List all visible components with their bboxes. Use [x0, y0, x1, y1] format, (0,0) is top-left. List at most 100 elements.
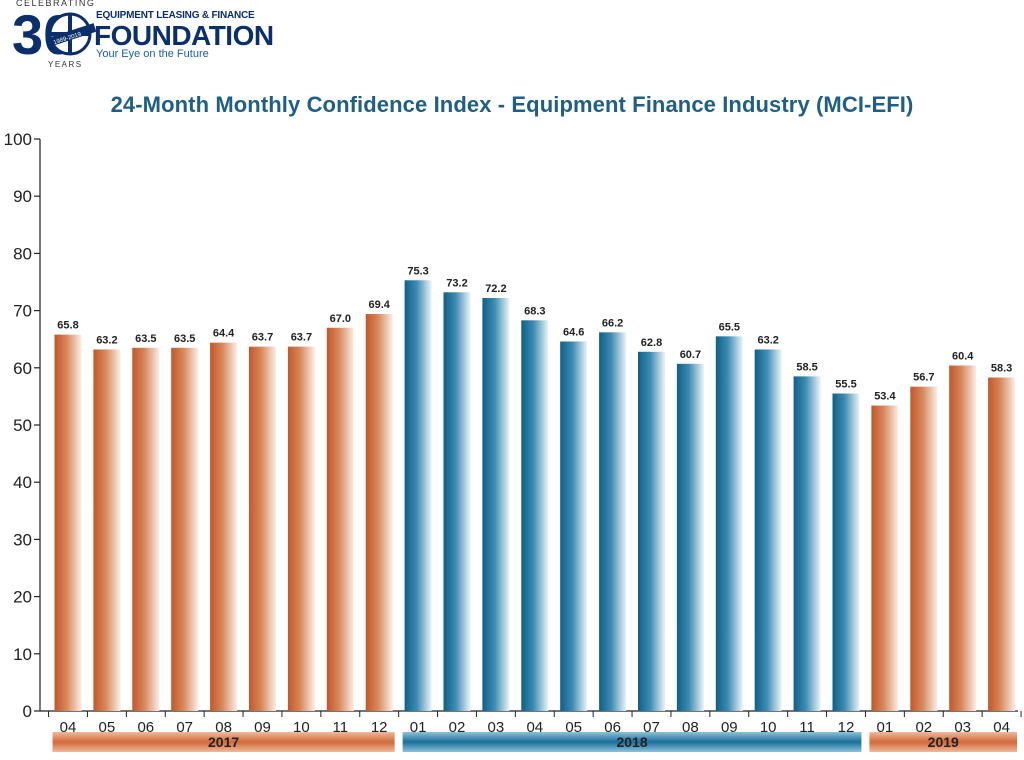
x-tick-label: 04 — [60, 719, 77, 736]
bar — [910, 386, 938, 711]
bar — [560, 341, 588, 711]
x-tick-label: 09 — [721, 719, 738, 736]
x-tick-label: 01 — [877, 719, 894, 736]
bar — [132, 347, 160, 711]
year-group-band — [402, 732, 862, 752]
bar-value-label: 68.3 — [524, 305, 545, 317]
bar-value-label: 67.0 — [330, 313, 351, 325]
bar — [443, 292, 471, 711]
year-groups: 2017 2018 2019 — [52, 732, 1018, 752]
bar — [210, 342, 238, 711]
year-group-label: 2018 — [616, 734, 647, 750]
bar-value-label: 65.8 — [57, 320, 78, 332]
bar — [54, 334, 82, 711]
logo-celebrating-text: CELEBRATING — [16, 0, 96, 8]
x-tick-label: 08 — [215, 719, 232, 736]
bar-value-label: 66.2 — [602, 317, 623, 329]
bar — [171, 347, 199, 711]
y-tick-label: 10 — [13, 645, 32, 664]
anniversary-emblem: 30 1989-2019 — [12, 3, 96, 62]
y-tick-label: 80 — [13, 244, 32, 263]
x-tick-label: 04 — [993, 719, 1010, 736]
logo-org-name: FOUNDATION — [94, 20, 274, 51]
bar-value-label: 72.2 — [485, 283, 506, 295]
bar-value-label: 63.5 — [174, 333, 195, 345]
bar-value-label: 63.2 — [96, 334, 117, 346]
bar — [949, 365, 977, 711]
bar — [871, 405, 899, 711]
year-group-band — [52, 732, 395, 752]
bar-value-label: 69.4 — [368, 299, 390, 311]
logo-years-text: YEARS — [48, 60, 83, 69]
bar — [715, 336, 743, 711]
bar — [249, 346, 276, 711]
x-tick-label: 07 — [643, 719, 660, 736]
x-tick-label: 06 — [604, 719, 621, 736]
bar-value-label: 63.7 — [291, 332, 312, 344]
x-tick-label: 11 — [333, 719, 349, 736]
y-tick-label: 20 — [13, 588, 32, 607]
bar-value-label: 64.4 — [213, 328, 235, 340]
bar-value-label: 56.7 — [913, 372, 934, 384]
bar — [326, 327, 354, 711]
chart-title: 24-Month Monthly Confidence Index - Equi… — [110, 92, 914, 117]
x-tick-label: 12 — [371, 719, 388, 736]
bar — [365, 314, 393, 711]
foundation-logo: CELEBRATING 30 1989-2019 YEARS EQUIPMENT… — [12, 0, 282, 72]
y-tick-label: 60 — [13, 359, 32, 378]
x-tick-label: 05 — [565, 719, 582, 736]
y-tick-label: 30 — [13, 530, 32, 549]
y-tick-label: 40 — [13, 473, 32, 492]
bar-value-label: 60.4 — [952, 351, 974, 363]
x-tick-label: 12 — [838, 719, 855, 736]
year-group-band — [869, 732, 1018, 752]
bar — [638, 351, 665, 711]
x-tick-label: 07 — [176, 719, 193, 736]
bar-value-label: 53.4 — [874, 391, 896, 403]
x-tick-label: 04 — [526, 719, 543, 736]
x-tick-label: 02 — [449, 719, 466, 736]
y-tick-label: 0 — [23, 702, 32, 721]
bar — [287, 346, 315, 711]
bar-value-label: 63.5 — [135, 333, 156, 345]
year-group-label: 2017 — [208, 734, 239, 750]
x-tick-label: 11 — [799, 719, 815, 736]
y-tick-label: 50 — [13, 416, 32, 435]
labels: 65.8 04 63.2 05 63.5 06 63.5 07 64.4 08 63.7 09 63.7… — [57, 265, 1012, 736]
bar-value-label: 64.6 — [563, 326, 584, 338]
x-tick-label: 03 — [488, 719, 505, 736]
year-group-label: 2019 — [928, 734, 959, 750]
y-tick-label: 100 — [4, 130, 32, 149]
bar-value-label: 55.5 — [835, 379, 856, 391]
x-tick-label: 02 — [915, 719, 932, 736]
x-tick-label: 09 — [254, 719, 271, 736]
x-tick-label: 10 — [293, 719, 310, 736]
x-tick-label: 01 — [410, 719, 427, 736]
bar — [93, 349, 121, 711]
x-tick-label: 05 — [99, 719, 116, 736]
bar — [521, 320, 549, 711]
x-tick-label: 06 — [137, 719, 154, 736]
bar-value-label: 58.3 — [991, 363, 1012, 375]
bar — [599, 332, 627, 711]
y-tick-label: 90 — [13, 187, 32, 206]
bar — [404, 280, 432, 711]
x-tick-label: 10 — [760, 719, 777, 736]
bar-value-label: 58.5 — [796, 361, 817, 373]
bar — [676, 363, 704, 711]
bars — [54, 280, 1016, 711]
bar-value-label: 60.7 — [680, 349, 701, 361]
bar-value-label: 62.8 — [641, 337, 662, 349]
logo-tagline: Your Eye on the Future — [96, 48, 209, 60]
bar-value-label: 65.5 — [719, 321, 740, 333]
x-tick-label: 03 — [954, 719, 971, 736]
bar — [754, 349, 782, 711]
bar — [832, 393, 860, 711]
bar-value-label: 63.2 — [757, 334, 778, 346]
bar — [793, 376, 821, 711]
x-tick-label: 08 — [682, 719, 699, 736]
bar — [988, 377, 1016, 711]
y-tick-label: 70 — [13, 302, 32, 321]
logo-org-line: EQUIPMENT LEASING & FINANCE — [96, 10, 255, 21]
